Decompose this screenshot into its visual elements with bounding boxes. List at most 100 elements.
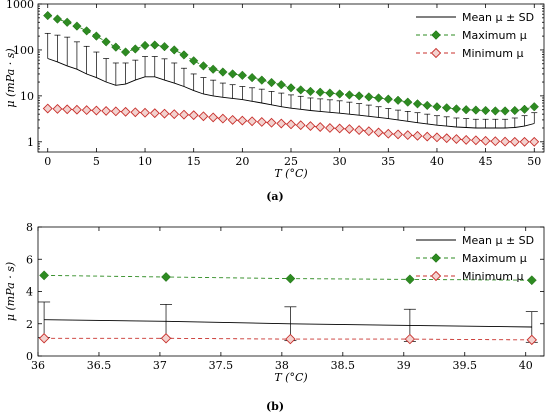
panel-b-series-maximum-point	[285, 273, 296, 284]
panel-b-series-mean	[38, 301, 538, 343]
panel-a-series-maximum-point	[315, 87, 325, 97]
panel-a-series-minimum-point	[276, 118, 287, 129]
panel-b-series-maximum	[39, 270, 537, 286]
panel-a-series-maximum-point	[393, 95, 403, 105]
panel-a-series-maximum-point	[364, 92, 374, 102]
panel-a-series-maximum-point	[169, 45, 179, 55]
panel-a-series-minimum-point	[470, 135, 481, 146]
panel-a-series-maximum-point	[140, 40, 150, 51]
panel-a-legend-label-minimum: Minimum μ	[462, 47, 523, 60]
panel-a-series-minimum-point	[334, 123, 345, 134]
panel-a-series-maximum-point	[451, 104, 462, 114]
panel-a-series-maximum-point	[179, 50, 189, 60]
panel-b-series-maximum-point	[404, 274, 415, 285]
panel-b-series-minimum-point	[38, 333, 50, 344]
panel-b-series-maximum-point	[526, 275, 537, 286]
panel-a-chart: 0 5 10 15 20 25 30 35 40 45 50 1 10 100 1000 Mean μ ± S…	[4, 0, 545, 203]
panel-a-series-maximum-point	[286, 83, 296, 93]
panel-a-series-minimum-point	[451, 134, 462, 144]
panel-a-series-minimum-point	[412, 130, 423, 141]
panel-a-series-maximum-point	[227, 69, 238, 79]
panel-a-series-minimum-point	[529, 136, 540, 147]
panel-a-y-axis-label: μ (mPa · s)	[4, 48, 17, 107]
panel-a-series-maximum-point	[471, 105, 481, 115]
panel-a-series-maximum-point	[218, 67, 228, 77]
panel-a-series-minimum-point	[519, 136, 530, 147]
panel-a-series-minimum-point	[159, 108, 170, 119]
panel-a-series-minimum-point	[227, 114, 238, 125]
panel-a-series-minimum	[42, 103, 540, 147]
panel-a-series-minimum-point	[266, 117, 277, 128]
panel-b-legend-marker-minimum	[430, 270, 442, 282]
panel-a-legend-label-mean: Mean μ ± SD	[462, 11, 534, 24]
panel-a-y-tick-label: 1	[27, 136, 34, 149]
panel-b-series-maximum-point	[39, 270, 50, 281]
panel-a-series-minimum-point	[422, 131, 433, 142]
panel-a-series-maximum-point	[422, 100, 432, 111]
panel-b-legend-marker-maximum	[431, 253, 441, 263]
panel-a-series-maximum-point	[461, 105, 471, 115]
panel-a-series-maximum-point	[111, 42, 121, 52]
panel-a-series-minimum-point	[101, 105, 112, 116]
panel-b-y-tick-label: 4	[26, 286, 33, 299]
panel-b-y-tick-label: 2	[26, 318, 33, 331]
panel-a-series-minimum-point	[110, 106, 121, 117]
panel-b-legend: Mean μ ± SD Maximum μ Minimum μ	[416, 234, 534, 283]
panel-b-x-tick-label: 37	[153, 359, 167, 372]
panel-a-series-maximum-point	[354, 91, 364, 101]
panel-a-series-maximum-point	[52, 14, 63, 24]
panel-a-series-minimum-point	[432, 132, 442, 143]
panel-a-series-minimum-point	[169, 109, 180, 120]
panel-a-series-minimum-point	[217, 113, 228, 124]
panel-a-series-minimum-point	[354, 125, 365, 136]
panel-a-series-minimum-point	[315, 122, 326, 132]
panel-a-series-minimum-point	[383, 128, 394, 139]
panel-a-series-maximum-point	[237, 70, 247, 80]
panel-a-x-tick-label: 20	[235, 155, 249, 168]
panel-a-series-minimum-point	[509, 136, 520, 147]
panel-a-series-minimum-point	[198, 111, 209, 122]
panel-b-caption: (b)	[266, 400, 284, 413]
panel-a-series-maximum-point	[276, 80, 286, 90]
panel-b-series-minimum-point	[526, 334, 538, 346]
panel-b-x-tick-label: 39	[397, 359, 411, 372]
panel-a-series-maximum-point	[403, 97, 413, 107]
panel-a-x-tick-label: 25	[284, 155, 298, 168]
panel-a-legend-marker-maximum	[431, 30, 441, 40]
panel-b-series-maximum-point	[161, 272, 171, 282]
panel-a-series-maximum-point	[150, 40, 160, 50]
panel-a-series-minimum-point	[149, 108, 160, 119]
panel-a-x-tick-label: 35	[381, 155, 395, 168]
panel-a-legend-label-maximum: Maximum μ	[462, 29, 527, 42]
panel-a-series-maximum-point	[247, 72, 257, 83]
panel-a-series-maximum-point	[159, 41, 170, 52]
panel-a-series-maximum-point	[335, 89, 345, 99]
panel-a-series-maximum-point	[383, 94, 393, 104]
panel-a-series-maximum-point	[510, 105, 520, 116]
panel-b-x-tick-label: 36.5	[87, 359, 112, 372]
panel-a-series-maximum-point	[208, 64, 218, 74]
panel-a-legend: Mean μ ± SD Maximum μ Minimum μ	[416, 11, 534, 60]
panel-a-series-maximum-point	[91, 31, 102, 41]
panel-a-y-tick-label: 100	[13, 44, 34, 57]
panel-a-y-tick-label: 10	[20, 90, 34, 103]
panel-a-series-minimum-point	[140, 107, 150, 118]
panel-b-series-minimum-point	[404, 333, 416, 345]
panel-a-series-maximum-point	[198, 61, 209, 71]
panel-a-series-minimum-point	[286, 119, 296, 130]
panel-b-legend-label-mean: Mean μ ± SD	[462, 234, 534, 247]
panel-a-x-tick-label: 0	[44, 155, 51, 168]
panel-a-series-maximum-point	[257, 75, 267, 85]
panel-b-series-minimum	[38, 333, 538, 346]
panel-a-series-maximum-point	[519, 104, 530, 114]
panel-a-series-maximum-point	[72, 21, 82, 31]
panel-b-y-axis-label: μ (mPa · s)	[4, 262, 17, 321]
panel-a-plot-frame	[37, 3, 545, 153]
panel-b-x-tick-label: 36	[31, 359, 45, 372]
panel-a-x-tick-label: 45	[479, 155, 493, 168]
panel-a-series-minimum-point	[91, 105, 102, 116]
panel-a-series-maximum-point	[266, 77, 277, 88]
panel-b-x-tick-label: 40	[519, 359, 533, 372]
panel-a-caption: (a)	[266, 190, 284, 203]
